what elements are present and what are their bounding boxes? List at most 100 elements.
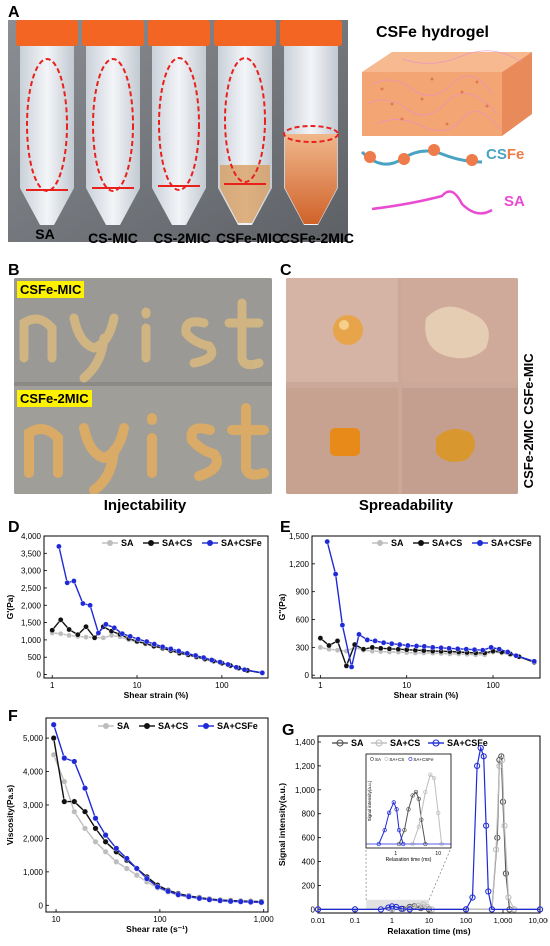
hydrogel-schematic bbox=[360, 50, 532, 215]
legend-marker-sa-csfe bbox=[203, 723, 209, 729]
tube-csfe-2mic bbox=[280, 20, 342, 225]
point-sa-csfe bbox=[438, 645, 444, 651]
point-sa-csfe bbox=[175, 648, 182, 654]
point-sa-csfe bbox=[92, 815, 99, 822]
legend-marker-sa-csfe bbox=[477, 540, 483, 546]
point-sa-cs bbox=[102, 838, 109, 845]
x-tick-label: 1,000 bbox=[494, 916, 513, 925]
inset-legend-marker bbox=[408, 757, 413, 761]
inset-point-sa-cs bbox=[428, 772, 433, 777]
tube-label-csfe-mic: CSFe-MIC bbox=[215, 230, 283, 246]
point-sa-csfe bbox=[396, 641, 403, 648]
legend-label-sa-cs: SA+CS bbox=[390, 738, 420, 748]
x-tick-label: 100 bbox=[215, 681, 229, 690]
point-sa-csfe bbox=[339, 622, 346, 628]
inset-x-tick-label: 10 bbox=[435, 851, 441, 857]
y-tick-label: 5,000 bbox=[23, 734, 44, 743]
point-sa bbox=[100, 635, 107, 641]
point-sa-cs bbox=[61, 798, 68, 805]
x-tick-label: 1 bbox=[50, 681, 55, 690]
legend-sa: SA bbox=[504, 193, 525, 210]
y-tick-label: 3,000 bbox=[23, 801, 44, 810]
panel-label-b: B bbox=[8, 262, 20, 279]
point-sa-csfe bbox=[217, 659, 223, 665]
point-sa-csfe bbox=[446, 645, 452, 652]
point-sa-cs bbox=[499, 756, 506, 763]
x-axis-label: Shear strain (%) bbox=[124, 690, 189, 700]
point-sa bbox=[57, 630, 64, 637]
point-sa-csfe bbox=[225, 661, 231, 668]
point-sa bbox=[317, 644, 324, 651]
point-sa-csfe bbox=[143, 638, 150, 645]
x-tick-label: 100 bbox=[486, 681, 500, 690]
y-tick-label: 1,400 bbox=[295, 738, 316, 747]
point-sa-csfe bbox=[113, 845, 120, 852]
inset-point-sa bbox=[416, 796, 421, 802]
chart-e: 0 300 600 900 1,200 1,500 1 10 100 Shear strain (… bbox=[277, 532, 541, 700]
x-tick-label: 1 bbox=[390, 916, 394, 925]
caption-injectability: Injectability bbox=[103, 497, 187, 514]
inset-legend-marker bbox=[384, 757, 389, 761]
inset-legend-marker bbox=[370, 757, 374, 761]
point-sa-csfe bbox=[536, 906, 544, 913]
point-sa bbox=[83, 634, 89, 640]
point-sa-csfe bbox=[404, 642, 411, 649]
chart-g: 0 200 400 600 800 1,000 1,200 1,400 0.01 0.1 1 10 10… bbox=[277, 735, 548, 936]
point-sa bbox=[102, 848, 109, 855]
x-axis-label: Shear strain (%) bbox=[394, 690, 459, 700]
point-sa-csfe bbox=[102, 832, 109, 839]
point-sa-cs bbox=[496, 762, 503, 770]
chart-d: 0 500 1,000 1,500 2,000 2,500 3,000 3,500 4,000 1… bbox=[5, 532, 269, 700]
y-axis-label: Signal intensity(a.u.) bbox=[277, 783, 287, 866]
tube-cs-2mic bbox=[148, 20, 210, 225]
point-sa-csfe bbox=[61, 755, 68, 762]
point-sa-csfe bbox=[87, 602, 93, 609]
tube-csfe-mic bbox=[214, 20, 276, 225]
legend-label-sa: SA bbox=[391, 538, 404, 548]
point-sa-csfe bbox=[513, 652, 519, 659]
y-tick-label: 0 bbox=[37, 671, 42, 680]
point-sa-csfe bbox=[119, 630, 126, 637]
point-sa-csfe bbox=[95, 630, 102, 636]
legend-marker-sa bbox=[336, 739, 344, 747]
point-sa-csfe bbox=[471, 646, 478, 653]
plot-frame bbox=[45, 717, 269, 913]
point-sa-csfe bbox=[393, 903, 400, 911]
y-tick-label: 4,000 bbox=[21, 532, 42, 541]
legend-marker-sa bbox=[377, 540, 383, 546]
tube-label-sa: SA bbox=[35, 226, 55, 242]
y-tick-label: 4,000 bbox=[23, 768, 44, 777]
point-sa-cs bbox=[83, 623, 89, 630]
x-tick-label: 0.01 bbox=[311, 916, 326, 925]
inset-point-sa-csfe bbox=[386, 810, 392, 815]
point-sa-cs bbox=[66, 626, 72, 633]
point-sa-cs bbox=[369, 644, 376, 651]
x-tick-label: 0.1 bbox=[350, 916, 360, 925]
inset-legend-label: SA+CSFe bbox=[413, 757, 434, 762]
point-sa-csfe bbox=[258, 899, 265, 906]
point-sa-csfe bbox=[406, 906, 413, 913]
point-sa-csfe bbox=[385, 904, 392, 911]
inset-line-sa-cs bbox=[412, 773, 443, 845]
point-sa-csfe bbox=[80, 600, 86, 607]
tube-cs-mic bbox=[82, 20, 144, 225]
legend-marker-sa-cs bbox=[418, 540, 424, 546]
point-sa-csfe bbox=[200, 654, 207, 661]
schematic-title: CSFe hydrogel bbox=[376, 24, 489, 41]
inset-point-sa bbox=[419, 817, 424, 822]
point-sa-csfe bbox=[192, 652, 199, 659]
inset-frame bbox=[365, 753, 452, 849]
point-sa-csfe bbox=[483, 822, 490, 829]
legend-marker-sa bbox=[103, 723, 109, 729]
panel-label-g: G bbox=[282, 722, 295, 739]
y-tick-label: 1,500 bbox=[289, 532, 310, 541]
point-sa-csfe bbox=[81, 785, 88, 792]
point-sa bbox=[113, 858, 120, 865]
plot-frame bbox=[43, 535, 269, 679]
legend-label-sa-csfe: SA+CSFe bbox=[491, 538, 532, 548]
y-tick-label: 1,200 bbox=[295, 762, 316, 771]
point-sa-csfe bbox=[123, 855, 130, 862]
point-sa-cs bbox=[334, 638, 341, 644]
point-sa-csfe bbox=[504, 649, 511, 655]
series-line-sa-cs bbox=[53, 737, 262, 903]
